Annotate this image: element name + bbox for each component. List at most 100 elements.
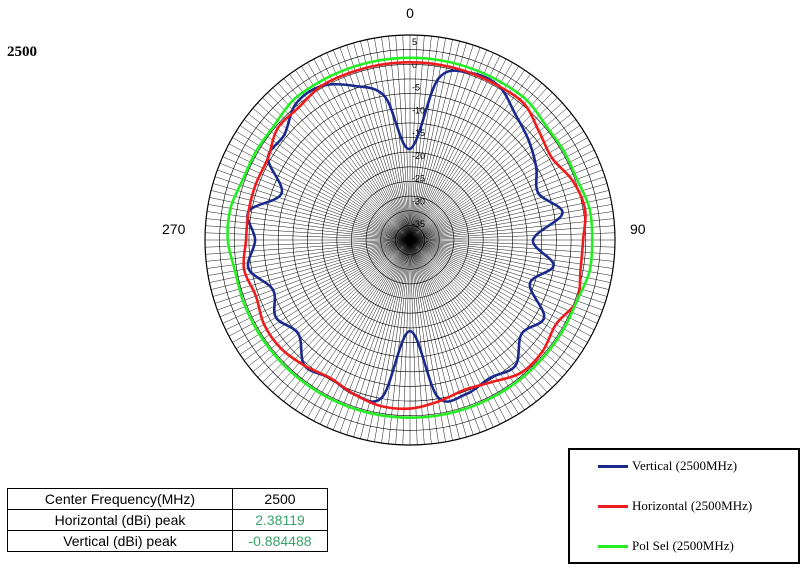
grid-spoke: [409, 232, 615, 241]
grid-spoke: [409, 239, 601, 318]
grid-spoke: [409, 239, 563, 378]
grid-spoke: [374, 239, 411, 442]
grid-spoke: [409, 239, 474, 436]
angle-label-180: 180: [410, 469, 434, 470]
radial-tick-label: 0: [412, 60, 417, 70]
grid-spoke: [409, 41, 460, 241]
grid-spoke: [409, 239, 615, 255]
legend-swatch-vertical: [598, 464, 628, 468]
grid-spoke: [295, 69, 411, 241]
grid-spoke: [278, 82, 411, 241]
grid-spoke: [409, 239, 501, 425]
grid-spoke: [409, 239, 553, 388]
grid-spoke: [205, 239, 411, 248]
grid-spoke: [409, 211, 614, 241]
grid-spoke: [232, 239, 411, 343]
grid-spoke: [228, 143, 411, 241]
grid-spoke: [409, 239, 614, 269]
grid-spoke: [395, 35, 411, 241]
grid-spoke: [219, 162, 411, 241]
legend-label-polsel: Pol Sel (2500MHz): [632, 538, 734, 553]
grid-spoke: [353, 42, 411, 241]
grid-spoke: [236, 131, 411, 241]
polar-chart: 50-5-10-15-20-25-30-35 0 90 180 270: [162, 5, 646, 470]
grid-spoke: [409, 131, 584, 241]
grid-spoke: [388, 239, 411, 444]
grid-spoke: [319, 239, 411, 425]
vertical-peak-label: Vertical (dBi) peak: [7, 530, 233, 552]
grid-spoke: [409, 239, 608, 297]
grid-spoke: [409, 239, 609, 290]
legend-label-horizontal: Horizontal (2500MHz): [632, 498, 753, 513]
grid-spoke: [381, 239, 411, 444]
grid-spoke: [211, 239, 411, 290]
grid-spoke: [313, 239, 411, 422]
grid-spoke: [367, 39, 411, 241]
grid-spoke: [409, 197, 611, 241]
grid-spoke: [409, 119, 576, 241]
horizontal-peak-value: 2.38119: [232, 509, 328, 531]
center-frequency-label: Center Frequency(MHz): [7, 488, 233, 510]
angle-label-270: 270: [162, 221, 186, 237]
grid-spoke: [262, 239, 411, 383]
grid-spoke: [409, 239, 494, 428]
grid-spoke: [212, 239, 411, 297]
grid-spoke: [409, 225, 615, 241]
grid-spoke: [307, 239, 411, 418]
grid-spoke: [409, 66, 519, 241]
series-layer: [226, 56, 594, 419]
grid-spoke: [257, 102, 411, 241]
grid-spoke: [409, 239, 507, 422]
grid-spoke: [214, 176, 411, 241]
series-line-pol-sel-2500mhz: [226, 56, 594, 419]
grid-spoke: [222, 156, 411, 241]
grid-spoke: [206, 239, 411, 269]
grid-spoke: [409, 47, 481, 241]
grid-spoke: [307, 62, 411, 241]
grid-spoke: [208, 204, 411, 241]
grid-spoke: [319, 55, 411, 241]
series-line-horizontal-2500mhz: [242, 61, 587, 411]
grid-spoke: [367, 239, 411, 441]
grid-spoke: [409, 239, 588, 343]
grid-spoke: [409, 92, 553, 241]
grid-spoke: [409, 87, 548, 241]
grid-spoke: [409, 239, 460, 439]
grid-spoke: [409, 239, 467, 438]
grid-spoke: [409, 239, 488, 431]
grid-spoke: [409, 239, 432, 444]
grid-spoke: [272, 239, 411, 393]
grid-spoke: [409, 239, 614, 262]
grid-spoke: [225, 239, 411, 331]
grid-spoke: [339, 47, 411, 241]
grid-spoke: [409, 78, 537, 241]
grid-spoke: [409, 156, 598, 241]
legend-swatch-polsel: [598, 544, 628, 548]
table-row: Vertical (dBi) peak -0.884488: [7, 530, 328, 552]
legend-label-vertical: Vertical (2500MHz): [632, 458, 738, 473]
grid-spoke: [257, 239, 411, 378]
grid-spoke: [332, 49, 411, 241]
grid-spoke: [402, 239, 411, 445]
grid-spoke: [409, 239, 519, 414]
radial-tick-label: -20: [412, 151, 425, 161]
grid-spoke: [374, 38, 411, 241]
grid-spoke: [409, 42, 467, 241]
grid-spoke: [252, 239, 411, 372]
grid-spoke: [409, 143, 592, 241]
grid-spoke: [409, 239, 615, 248]
grid-spoke: [267, 239, 411, 388]
summary-table: Center Frequency(MHz) 2500 Horizontal (d…: [7, 488, 328, 552]
grid-spoke: [409, 36, 439, 241]
grid-spoke: [409, 52, 494, 241]
grid-spoke: [409, 125, 581, 241]
grid-spoke: [206, 239, 411, 262]
grid-spoke: [295, 239, 411, 411]
grid-spoke: [409, 176, 606, 241]
grid-spoke: [409, 183, 608, 241]
grid-spoke: [409, 69, 525, 241]
grid-spoke: [381, 36, 411, 241]
grid-spoke: [409, 239, 542, 398]
grid-spoke: [353, 239, 411, 438]
grid-spoke: [409, 239, 603, 311]
